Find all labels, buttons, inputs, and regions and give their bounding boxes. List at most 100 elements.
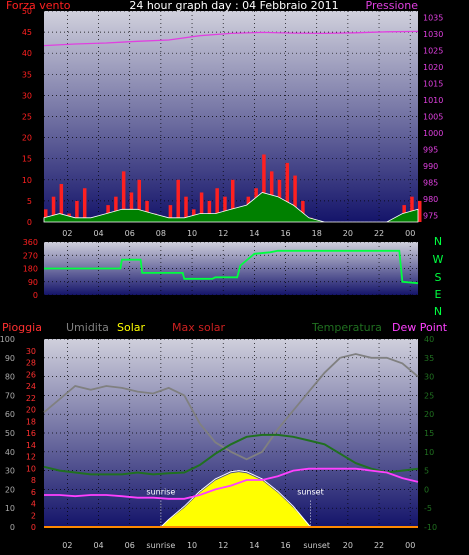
x-tick-label: 22 bbox=[374, 541, 384, 550]
dew-point-line bbox=[44, 467, 419, 500]
direction-line bbox=[44, 249, 419, 285]
humidity-line bbox=[43, 353, 419, 461]
gust-bar bbox=[418, 200, 422, 222]
rain-tick-label: 14 bbox=[26, 441, 36, 450]
humidity-tick-label: 20 bbox=[5, 485, 15, 494]
rain-tick-label: 10 bbox=[26, 464, 36, 473]
rain-tick-label: 2 bbox=[31, 511, 36, 520]
left-tick-label: 30 bbox=[22, 91, 32, 100]
wind-panel-axes: 0510152025303540455097598098599099510001… bbox=[22, 7, 444, 238]
gust-bar bbox=[121, 171, 126, 222]
gust-bar bbox=[145, 200, 149, 222]
legend-max-solar: Max solar bbox=[172, 321, 225, 334]
chart-title: 24 hour graph day : 04 Febbraio 2011 bbox=[129, 0, 338, 12]
temp-tick-label: 20 bbox=[424, 410, 434, 419]
x-tick-label: 06 bbox=[125, 229, 135, 238]
rain-tick-label: 12 bbox=[26, 453, 36, 462]
x-tick-label: 16 bbox=[280, 541, 290, 550]
right-tick-label: 995 bbox=[423, 145, 438, 154]
direction-tick-label: 90 bbox=[28, 278, 38, 287]
x-tick-label: 02 bbox=[62, 541, 72, 550]
legend-umidita: Umidita bbox=[66, 321, 109, 334]
temp-tick-label: 30 bbox=[424, 373, 434, 382]
temp-tick-label: 15 bbox=[424, 429, 434, 438]
gust-bar bbox=[301, 200, 305, 222]
gust-bar bbox=[59, 184, 64, 222]
gust-bar bbox=[207, 200, 212, 222]
temp-tick-label: 35 bbox=[424, 354, 434, 363]
gust-bar bbox=[293, 175, 297, 222]
x-tick-label: 04 bbox=[93, 229, 103, 238]
left-tick-label: 15 bbox=[22, 155, 32, 164]
x-tick-label: 00 bbox=[405, 229, 415, 238]
compass-label: N bbox=[434, 235, 442, 248]
gust-bar bbox=[51, 196, 56, 222]
right-tick-label: 985 bbox=[423, 178, 438, 187]
max-solar-line bbox=[160, 470, 311, 528]
humidity-tick-label: 70 bbox=[5, 391, 15, 400]
gust-bar bbox=[129, 192, 134, 222]
gust-bar bbox=[285, 162, 290, 222]
x-tick-label: 18 bbox=[312, 229, 322, 238]
x-tick-label: 12 bbox=[218, 229, 228, 238]
gust-bar bbox=[199, 192, 204, 222]
gust-bar bbox=[137, 179, 141, 222]
humidity-tick-label: 0 bbox=[10, 523, 15, 532]
right-tick-label: 1010 bbox=[423, 96, 443, 105]
rain-tick-label: 4 bbox=[31, 500, 36, 509]
direction-tick-label: 180 bbox=[23, 265, 38, 274]
gust-bar bbox=[176, 179, 180, 222]
x-tick-label: 20 bbox=[343, 541, 353, 550]
legend-temperatura: Temperatura bbox=[311, 321, 382, 334]
left-axis-title: Forza vento bbox=[6, 0, 71, 12]
x-tick-label: 14 bbox=[249, 229, 259, 238]
rain-tick-label: 28 bbox=[26, 359, 36, 368]
x-tick-label: 22 bbox=[374, 229, 384, 238]
right-tick-label: 980 bbox=[423, 195, 438, 204]
x-tick-label: 02 bbox=[62, 229, 72, 238]
x-tick-label: 00 bbox=[405, 541, 415, 550]
x-tick-label: 12 bbox=[218, 541, 228, 550]
temp-tick-label: 40 bbox=[424, 335, 434, 344]
gust-bar bbox=[44, 209, 48, 222]
temp-tick-label: -5 bbox=[424, 504, 432, 513]
climate-panel-data: sunrise sunset bbox=[43, 353, 419, 528]
x-tick-label: 16 bbox=[280, 229, 290, 238]
x-tick-label: 14 bbox=[249, 541, 259, 550]
pressure-line bbox=[43, 30, 419, 47]
humidity-tick-label: 60 bbox=[5, 410, 15, 419]
avg-wind-area bbox=[43, 192, 419, 223]
humidity-tick-label: 80 bbox=[5, 373, 15, 382]
temp-tick-label: 10 bbox=[424, 448, 434, 457]
rain-tick-label: 16 bbox=[26, 429, 36, 438]
gust-bar bbox=[231, 179, 235, 222]
x-tick-label: 10 bbox=[187, 229, 197, 238]
temperature-line bbox=[43, 433, 419, 476]
legend-pioggia: Pioggia bbox=[2, 321, 42, 334]
compass-label: N bbox=[434, 305, 442, 318]
gust-bar bbox=[262, 154, 266, 222]
left-tick-label: 50 bbox=[22, 7, 32, 16]
right-tick-label: 990 bbox=[423, 162, 438, 171]
x-tick-label: 10 bbox=[187, 541, 197, 550]
rain-tick-label: 26 bbox=[26, 370, 36, 379]
right-tick-label: 1035 bbox=[423, 14, 443, 23]
x-tick-label: sunset bbox=[303, 541, 330, 550]
direction-tick-label: 360 bbox=[23, 238, 38, 247]
humidity-tick-label: 30 bbox=[5, 467, 15, 476]
gust-bar bbox=[75, 200, 79, 222]
compass-label: E bbox=[435, 288, 442, 301]
rain-tick-label: 8 bbox=[31, 476, 36, 485]
right-tick-label: 975 bbox=[423, 211, 438, 220]
sun-annotation: sunrise bbox=[146, 487, 175, 496]
x-tick-label: 04 bbox=[93, 541, 103, 550]
direction-tick-label: 0 bbox=[33, 291, 38, 300]
temp-tick-label: 0 bbox=[424, 485, 429, 494]
humidity-tick-label: 90 bbox=[5, 354, 15, 363]
gust-bar bbox=[223, 196, 227, 222]
x-tick-label: 20 bbox=[343, 229, 353, 238]
compass-label: W bbox=[433, 253, 444, 266]
rain-tick-label: 0 bbox=[31, 523, 36, 532]
direction-panel-data bbox=[44, 249, 419, 285]
